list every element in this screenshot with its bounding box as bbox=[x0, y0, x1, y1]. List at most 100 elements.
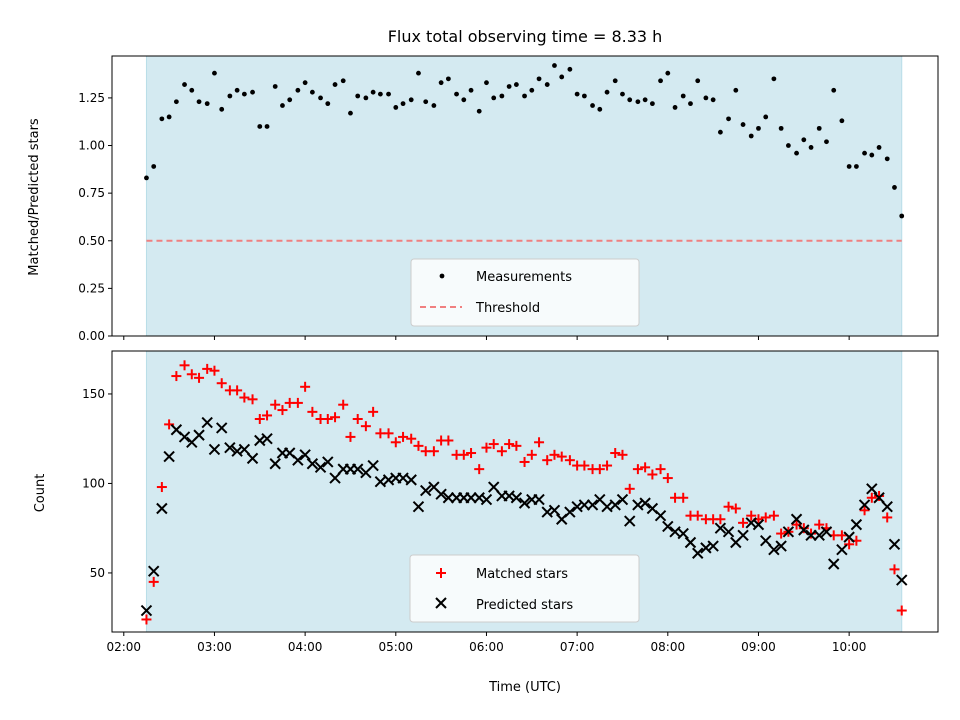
matched-star-point bbox=[678, 492, 689, 503]
matched-star-point bbox=[398, 431, 409, 442]
measurement-point bbox=[899, 213, 905, 219]
matched-star-point bbox=[262, 410, 273, 421]
measurement-point bbox=[393, 105, 399, 110]
measurement-point bbox=[348, 110, 353, 116]
predicted-star-point bbox=[178, 431, 191, 443]
predicted-star-point bbox=[435, 488, 447, 500]
predicted-star-point bbox=[510, 492, 523, 504]
predicted-star-point bbox=[790, 513, 803, 525]
matched-star-point bbox=[390, 437, 401, 448]
measurement-point bbox=[227, 93, 233, 99]
matched-star-point bbox=[632, 464, 643, 475]
predicted-star-point bbox=[737, 529, 749, 542]
predicted-star-point bbox=[261, 432, 273, 445]
matched-star-point bbox=[776, 528, 787, 539]
matched-star-point bbox=[360, 421, 371, 432]
measurement-point bbox=[196, 99, 202, 105]
matched-star-point bbox=[549, 449, 560, 460]
y-tick-label: 1.25 bbox=[78, 91, 105, 105]
measurement-point bbox=[763, 114, 769, 120]
predicted-star-point bbox=[714, 522, 727, 534]
matched-star-point bbox=[277, 405, 288, 416]
matched-star-point bbox=[186, 369, 197, 380]
matched-star-point bbox=[564, 455, 575, 466]
matched-star-point bbox=[760, 512, 771, 523]
predicted-star-point bbox=[888, 538, 901, 551]
measurement-point bbox=[853, 164, 859, 169]
predicted-star-point bbox=[677, 527, 689, 540]
measurement-point bbox=[302, 80, 308, 86]
matched-star-point bbox=[511, 440, 522, 451]
predicted-star-point bbox=[246, 452, 259, 465]
measurement-point bbox=[756, 125, 761, 131]
measurement-point bbox=[264, 124, 270, 129]
x-tick-label: 04:00 bbox=[288, 640, 323, 654]
ratio-panel: 0.00 0.25 0.50 0.75 1.00 1.25 Matched/Predict… bbox=[27, 55, 939, 343]
measurement-point bbox=[219, 106, 225, 112]
measurement-point bbox=[182, 82, 187, 87]
predicted-star-point bbox=[798, 524, 810, 536]
measurement-point bbox=[445, 76, 451, 82]
predicted-star-point bbox=[352, 463, 364, 475]
measurement-point bbox=[386, 91, 391, 97]
measurement-point bbox=[363, 95, 369, 101]
measurement-point bbox=[597, 106, 603, 112]
predicted-star-point bbox=[820, 526, 833, 538]
measurement-point bbox=[748, 133, 754, 139]
matched-star-point bbox=[481, 442, 492, 453]
matched-star-point bbox=[458, 449, 469, 460]
x-tick-label: 02:00 bbox=[106, 640, 141, 654]
matched-star-point bbox=[617, 449, 628, 460]
y-tick-label: 100 bbox=[82, 476, 105, 490]
measurement-point bbox=[476, 108, 482, 114]
count-legend: Matched stars Predicted stars bbox=[409, 554, 640, 623]
predicted-star-point bbox=[768, 543, 780, 556]
measurement-point bbox=[665, 70, 671, 76]
predicted-star-point bbox=[578, 499, 591, 511]
measurement-point bbox=[431, 103, 437, 108]
y-tick-label: 0.50 bbox=[78, 234, 105, 248]
matched-star-point bbox=[239, 392, 250, 403]
matched-star-point bbox=[504, 439, 515, 450]
measurement-point bbox=[801, 137, 807, 143]
predicted-star-point bbox=[405, 474, 417, 486]
measurement-point bbox=[468, 87, 474, 93]
measurement-point bbox=[355, 93, 361, 99]
measurement-point bbox=[778, 125, 784, 131]
predicted-star-point bbox=[465, 492, 477, 504]
predicted-star-point bbox=[269, 458, 281, 470]
measurement-point bbox=[287, 97, 293, 103]
predicted-star-point bbox=[586, 499, 599, 511]
legend-measurements-label: Measurements bbox=[476, 270, 572, 285]
count-y-label: Count bbox=[33, 474, 48, 513]
predicted-star-point bbox=[752, 518, 765, 531]
predicted-star-point bbox=[873, 492, 885, 504]
measurement-point bbox=[408, 97, 414, 103]
matched-star-point bbox=[640, 462, 651, 473]
predicted-star-point bbox=[850, 518, 863, 531]
measurement-point bbox=[869, 152, 875, 158]
y-tick-label: 0.75 bbox=[78, 186, 105, 200]
predicted-star-point bbox=[548, 504, 561, 517]
measurement-point bbox=[574, 91, 580, 97]
matched-star-point bbox=[579, 460, 590, 471]
matched-star-point bbox=[738, 517, 749, 528]
matched-star-point bbox=[247, 394, 258, 405]
ratio-panel-frame bbox=[111, 55, 939, 337]
predicted-star-point bbox=[322, 456, 334, 468]
measurement-point bbox=[491, 95, 497, 101]
matched-star-point bbox=[882, 512, 893, 523]
predicted-star-point bbox=[420, 484, 432, 497]
measurement-point bbox=[173, 99, 179, 105]
measurement-point bbox=[461, 97, 467, 103]
predicted-star-point bbox=[329, 472, 341, 484]
matched-star-point bbox=[443, 435, 454, 446]
matched-star-point bbox=[798, 523, 809, 534]
predicted-star-point bbox=[163, 450, 175, 463]
measurement-point bbox=[536, 76, 542, 82]
matched-star-point bbox=[413, 440, 424, 451]
measurement-point bbox=[733, 87, 739, 93]
measurement-point bbox=[309, 89, 315, 95]
matched-star-point bbox=[148, 576, 159, 587]
measurement-point bbox=[241, 91, 247, 97]
